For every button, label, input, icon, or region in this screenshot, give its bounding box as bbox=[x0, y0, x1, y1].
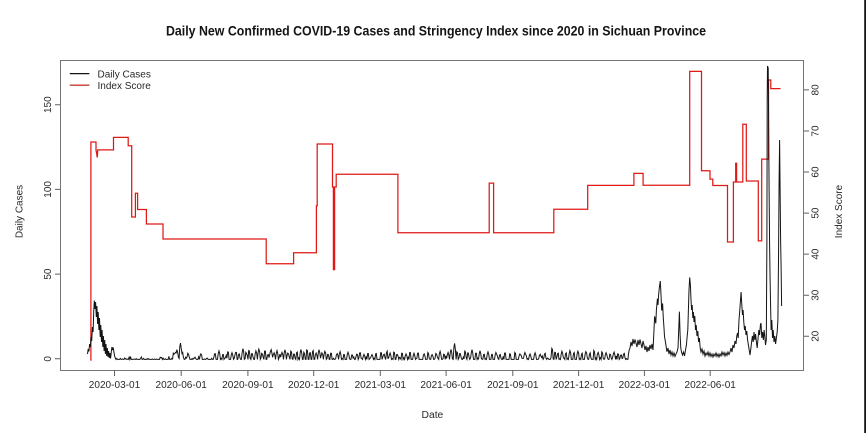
svg-text:Daily Cases: Daily Cases bbox=[15, 185, 26, 238]
svg-text:40: 40 bbox=[811, 248, 822, 260]
svg-text:2022-03-01: 2022-03-01 bbox=[619, 380, 671, 391]
svg-text:Index Score: Index Score bbox=[98, 81, 152, 92]
svg-text:Index Score: Index Score bbox=[834, 184, 845, 238]
svg-text:2021-03-01: 2021-03-01 bbox=[355, 380, 407, 391]
svg-text:20: 20 bbox=[811, 330, 822, 342]
svg-text:50: 50 bbox=[43, 268, 54, 280]
svg-text:70: 70 bbox=[811, 125, 822, 137]
svg-text:Date: Date bbox=[422, 410, 444, 421]
svg-text:60: 60 bbox=[811, 166, 822, 178]
svg-text:Daily New Confirmed COVID-19 C: Daily New Confirmed COVID-19 Cases and S… bbox=[166, 22, 706, 38]
svg-text:30: 30 bbox=[811, 289, 822, 301]
svg-text:2020-09-01: 2020-09-01 bbox=[222, 380, 274, 391]
svg-text:2021-06-01: 2021-06-01 bbox=[420, 380, 472, 391]
svg-text:2021-09-01: 2021-09-01 bbox=[487, 380, 539, 391]
svg-text:2021-12-01: 2021-12-01 bbox=[553, 380, 605, 391]
svg-text:2022-06-01: 2022-06-01 bbox=[685, 380, 737, 391]
svg-text:80: 80 bbox=[811, 84, 822, 96]
svg-text:50: 50 bbox=[811, 207, 822, 219]
svg-text:100: 100 bbox=[43, 181, 54, 198]
svg-text:2020-03-01: 2020-03-01 bbox=[89, 380, 141, 391]
svg-text:2020-06-01: 2020-06-01 bbox=[156, 380, 208, 391]
svg-text:0: 0 bbox=[43, 356, 54, 362]
svg-text:150: 150 bbox=[43, 96, 54, 113]
svg-text:2020-12-01: 2020-12-01 bbox=[288, 380, 340, 391]
svg-text:Daily Cases: Daily Cases bbox=[98, 70, 151, 81]
